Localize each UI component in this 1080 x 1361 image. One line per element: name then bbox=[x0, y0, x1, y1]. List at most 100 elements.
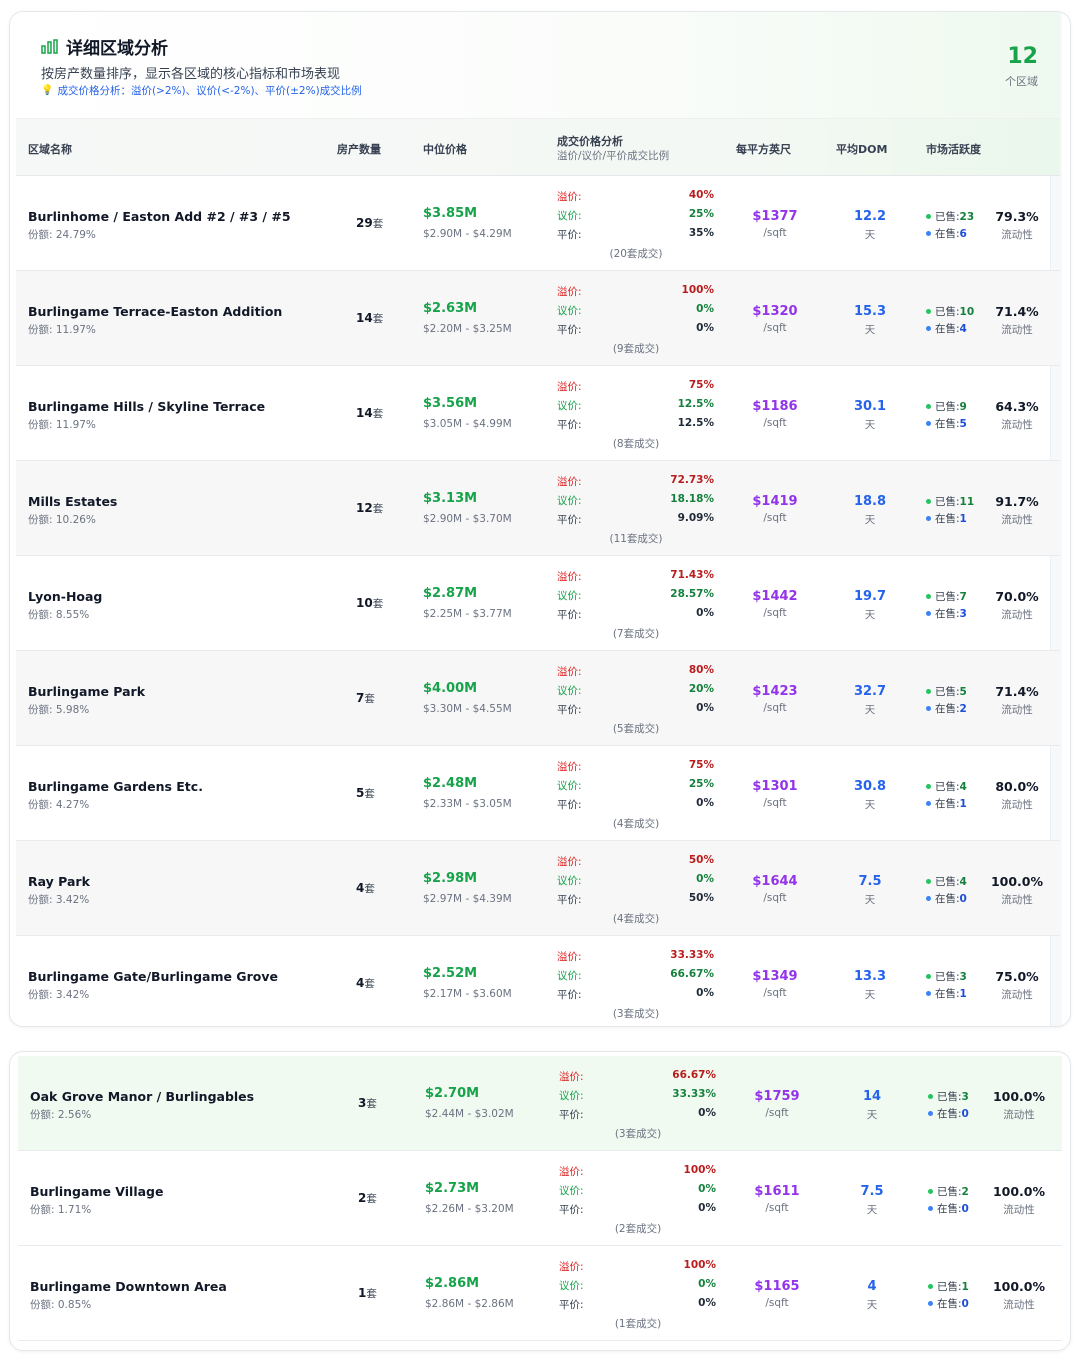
property-count-value: 4 bbox=[356, 881, 365, 895]
bar-chart-icon bbox=[41, 39, 58, 54]
par-label: 平价: bbox=[557, 514, 582, 526]
liquidity-label: 流动性 bbox=[1001, 894, 1033, 906]
table-row[interactable]: Burlingame Gardens Etc. 份额: 4.27% 5套 $2.… bbox=[16, 746, 1060, 841]
sold-dot-icon bbox=[926, 783, 931, 789]
active-dot-icon bbox=[926, 230, 931, 236]
discount-pct: 12.5% bbox=[677, 398, 714, 410]
par-pct: 0% bbox=[698, 1202, 716, 1214]
sold-dot-icon bbox=[926, 593, 931, 599]
liquidity-label: 流动性 bbox=[1003, 1299, 1035, 1311]
region-share: 份额: 3.42% bbox=[28, 989, 90, 1001]
table-header: 区域名称 房产数量 中位价格 成交价格分析 溢价/议价/平价成交比例 每平方英尺… bbox=[16, 118, 1060, 176]
dom-unit: 天 bbox=[864, 229, 876, 241]
active-count: 0 bbox=[961, 1108, 969, 1120]
table-row[interactable]: Lyon-Hoag 份额: 8.55% 10套 $2.87M $2.25M - … bbox=[16, 556, 1060, 651]
discount-label: 议价: bbox=[557, 400, 582, 412]
hint-text: 成交价格分析：溢价(>2%)、议价(<-2%)、平价(±2%)成交比例 bbox=[57, 85, 362, 97]
median-price: $3.85M bbox=[423, 206, 478, 221]
ppsf-unit: /sqft bbox=[763, 702, 787, 714]
discount-label: 议价: bbox=[559, 1185, 584, 1197]
liquidity-value: 100.0% bbox=[992, 1279, 1046, 1294]
median-price: $2.63M bbox=[423, 301, 478, 316]
sold-dot-icon bbox=[926, 403, 931, 409]
property-count: 12套 bbox=[356, 501, 383, 516]
property-count: 1套 bbox=[358, 1286, 377, 1301]
price-per-sqft: $1442 bbox=[752, 589, 798, 604]
liquidity-label: 流动性 bbox=[1001, 704, 1033, 716]
table-row[interactable]: Burlingame Gate/Burlingame Grove 份额: 3.4… bbox=[16, 936, 1060, 1026]
avg-dom: 13.3 bbox=[853, 969, 887, 984]
active-count: 3 bbox=[959, 608, 967, 620]
active-stat: 在售:0 bbox=[926, 891, 967, 906]
col-count: 房产数量 bbox=[337, 143, 381, 156]
discount-label: 议价: bbox=[557, 210, 582, 222]
liquidity-value: 75.0% bbox=[995, 969, 1039, 984]
discount-label: 议价: bbox=[557, 780, 582, 792]
table-row[interactable]: Oak Grove Manor / Burlingables 份额: 2.56%… bbox=[18, 1056, 1062, 1151]
par-label: 平价: bbox=[559, 1109, 584, 1121]
premium-pct: 33.33% bbox=[670, 949, 714, 961]
avg-dom: 30.8 bbox=[853, 779, 887, 794]
avg-dom: 30.1 bbox=[853, 399, 887, 414]
sold-dot-icon bbox=[926, 213, 931, 219]
region-share: 份额: 10.26% bbox=[28, 514, 96, 526]
avg-dom: 18.8 bbox=[853, 494, 887, 509]
deal-count: (4套成交) bbox=[612, 913, 660, 925]
region-share: 份额: 24.79% bbox=[28, 229, 96, 241]
active-count: 4 bbox=[959, 323, 967, 335]
table-row[interactable]: Burlingame Terrace-Easton Addition 份额: 1… bbox=[16, 271, 1060, 366]
sold-stat: 已售:11 bbox=[926, 494, 974, 509]
price-range: $3.05M - $4.99M bbox=[423, 418, 512, 430]
premium-label: 溢价: bbox=[557, 571, 582, 583]
price-per-sqft: $1320 bbox=[752, 304, 798, 319]
premium-pct: 100% bbox=[681, 284, 714, 296]
property-count-value: 10 bbox=[356, 596, 373, 610]
liquidity-value: 71.4% bbox=[995, 684, 1039, 699]
median-price: $4.00M bbox=[423, 681, 478, 696]
sold-stat: 已售:7 bbox=[926, 589, 967, 604]
region-name: Burlingame Downtown Area bbox=[30, 1279, 227, 1294]
median-price: $2.48M bbox=[423, 776, 478, 791]
region-share: 份额: 8.55% bbox=[28, 609, 90, 621]
premium-pct: 100% bbox=[683, 1259, 716, 1271]
discount-label: 议价: bbox=[557, 495, 582, 507]
table-row[interactable]: Burlingame Downtown Area 份额: 0.85% 1套 $2… bbox=[18, 1246, 1062, 1341]
active-label: 在售: bbox=[935, 323, 960, 335]
par-pct: 0% bbox=[696, 607, 714, 619]
median-price: $2.52M bbox=[423, 966, 478, 981]
region-analysis-card-continued: Oak Grove Manor / Burlingables 份额: 2.56%… bbox=[9, 1051, 1071, 1351]
sold-stat: 已售:4 bbox=[926, 779, 967, 794]
par-pct: 12.5% bbox=[677, 417, 714, 429]
par-label: 平价: bbox=[557, 989, 582, 1001]
property-count: 4套 bbox=[356, 976, 375, 991]
count-unit: 套 bbox=[372, 218, 384, 230]
sold-stat: 已售:10 bbox=[926, 304, 974, 319]
table-row[interactable]: Burlingame Park 份额: 5.98% 7套 $4.00M $3.3… bbox=[16, 651, 1060, 746]
table-row[interactable]: Ray Park 份额: 3.42% 4套 $2.98M $2.97M - $4… bbox=[16, 841, 1060, 936]
deal-count: (5套成交) bbox=[612, 723, 660, 735]
table-row[interactable]: Burlinhome / Easton Add #2 / #3 / #5 份额:… bbox=[16, 176, 1060, 271]
sold-dot-icon bbox=[928, 1283, 933, 1289]
col-ppsf: 每平方英尺 bbox=[736, 143, 791, 156]
active-label: 在售: bbox=[937, 1203, 962, 1215]
ppsf-unit: /sqft bbox=[763, 512, 787, 524]
active-count: 1 bbox=[959, 798, 967, 810]
deal-count: (9套成交) bbox=[612, 343, 660, 355]
liquidity-label: 流动性 bbox=[1001, 324, 1033, 336]
price-range: $2.25M - $3.77M bbox=[423, 608, 512, 620]
table-row[interactable]: Burlingame Village 份额: 1.71% 2套 $2.73M $… bbox=[18, 1151, 1062, 1246]
median-price: $2.70M bbox=[425, 1086, 480, 1101]
discount-pct: 25% bbox=[688, 778, 714, 790]
property-count-value: 12 bbox=[356, 501, 373, 515]
region-name: Burlingame Gate/Burlingame Grove bbox=[28, 969, 278, 984]
table-row[interactable]: Burlingame Hills / Skyline Terrace 份额: 1… bbox=[16, 366, 1060, 461]
table-row[interactable]: Mills Estates 份额: 10.26% 12套 $3.13M $2.9… bbox=[16, 461, 1060, 556]
discount-pct: 33.33% bbox=[672, 1088, 716, 1100]
discount-pct: 66.67% bbox=[670, 968, 714, 980]
count-unit: 套 bbox=[366, 1098, 377, 1110]
active-stat: 在售:2 bbox=[926, 701, 967, 716]
sold-dot-icon bbox=[926, 973, 931, 979]
price-range: $3.30M - $4.55M bbox=[423, 703, 512, 715]
liquidity-value: 64.3% bbox=[995, 399, 1039, 414]
col-median: 中位价格 bbox=[423, 143, 467, 156]
